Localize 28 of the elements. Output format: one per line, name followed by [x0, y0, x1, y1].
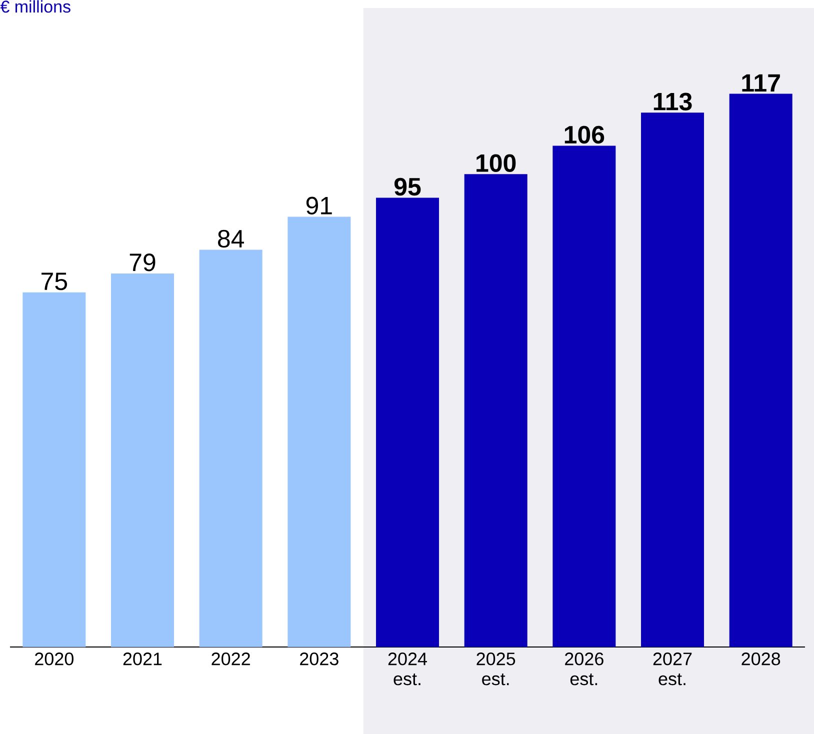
- bar: [376, 198, 440, 647]
- data-label: 117: [742, 74, 780, 92]
- x-tick-label: 2025 est.: [476, 652, 516, 686]
- y-axis-title: € millions: [0, 0, 70, 13]
- data-label: 100: [476, 154, 516, 172]
- data-label: 75: [42, 272, 68, 290]
- bar: [729, 94, 792, 647]
- data-label: 113: [654, 92, 692, 110]
- x-tick-label: 2023: [300, 652, 338, 666]
- x-tick-label: 2026 est.: [565, 652, 604, 686]
- data-label: 106: [564, 126, 604, 144]
- bar: [552, 146, 616, 647]
- data-label: 91: [306, 196, 332, 214]
- bar: [641, 112, 704, 647]
- x-tick-label: 2020: [35, 652, 74, 666]
- bar: [464, 174, 528, 647]
- x-tick-label: 2028: [742, 652, 780, 666]
- x-tick-label: 2021: [123, 652, 162, 666]
- bar: [22, 292, 86, 647]
- x-tick-label: 2024 est.: [388, 652, 427, 686]
- data-label: 84: [218, 230, 244, 248]
- x-tick-label: 2027 est.: [653, 652, 692, 686]
- x-tick-label: 2022: [212, 652, 250, 666]
- data-label: 79: [130, 254, 156, 272]
- bar: [111, 273, 174, 647]
- data-label: 95: [394, 178, 421, 196]
- bar: [288, 216, 351, 647]
- bar: [199, 250, 262, 647]
